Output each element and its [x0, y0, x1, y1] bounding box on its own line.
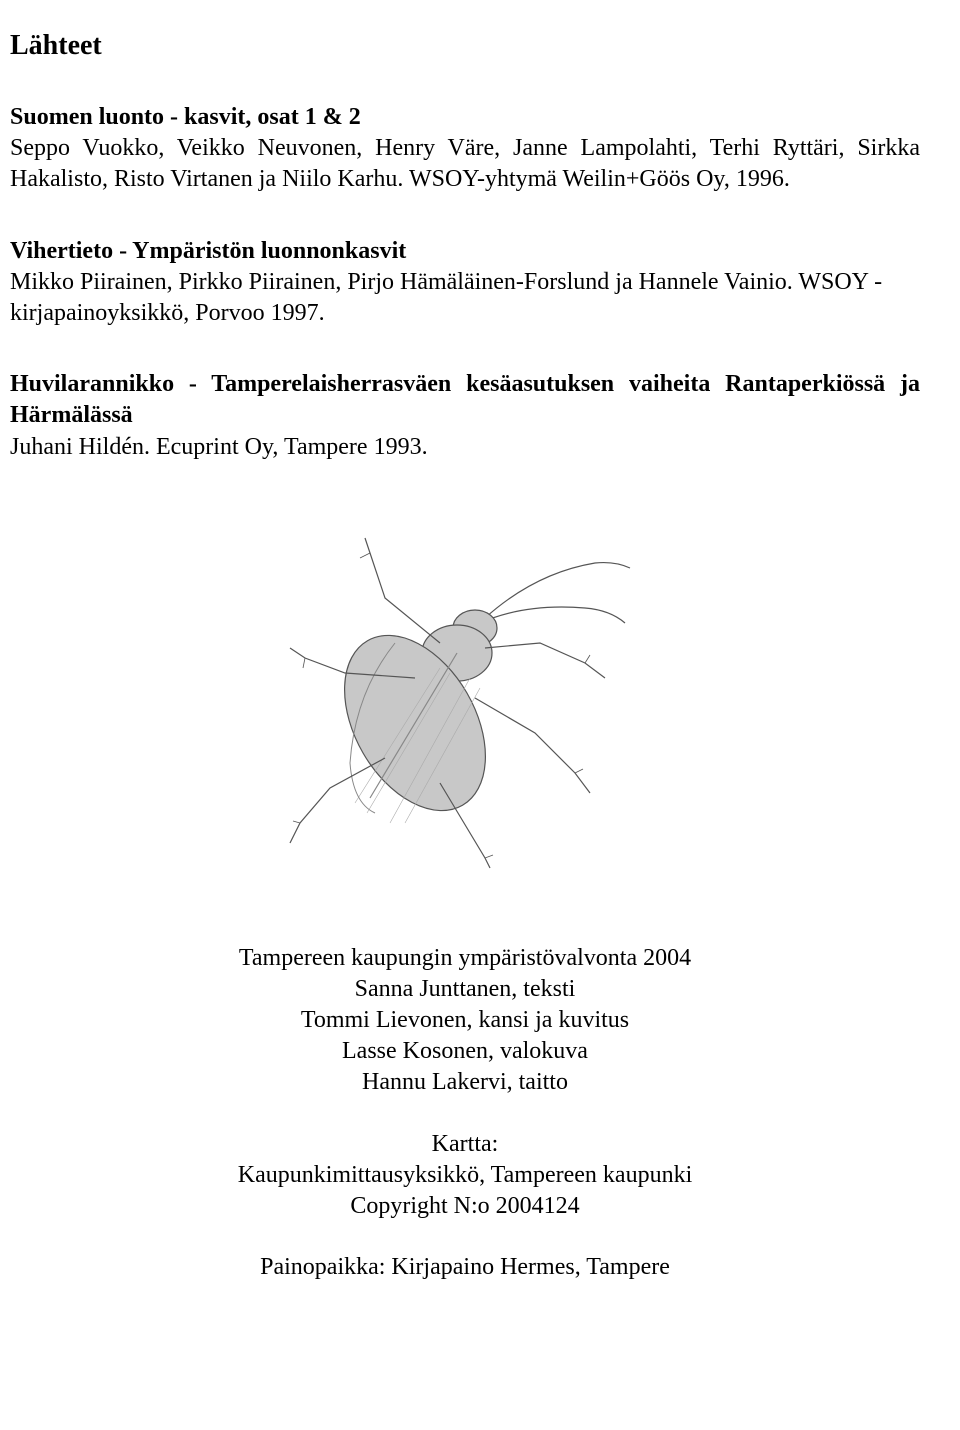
reference-body: Mikko Piirainen, Pirkko Piirainen, Pirjo… — [10, 269, 882, 326]
reference-title: Huvilarannikko - Tamperelaisherrasväen k… — [10, 371, 920, 428]
credits-block: Painopaikka: Kirjapaino Hermes, Tampere — [10, 1252, 920, 1283]
credits-line: Kaupunkimittausyksikkö, Tampereen kaupun… — [10, 1160, 920, 1191]
reference-block: Vihertieto - Ympäristön luonnonkasvit Mi… — [10, 236, 920, 330]
reference-block: Huvilarannikko - Tamperelaisherrasväen k… — [10, 369, 920, 463]
beetle-illustration-icon — [275, 513, 655, 873]
reference-body: Juhani Hildén. Ecuprint Oy, Tampere 1993… — [10, 434, 428, 460]
credits-line: Tommi Lievonen, kansi ja kuvitus — [10, 1005, 920, 1036]
reference-title: Suomen luonto - kasvit, osat 1 & 2 — [10, 104, 361, 130]
credits-block: Kartta: Kaupunkimittausyksikkö, Tamperee… — [10, 1129, 920, 1223]
credits-line: Lasse Kosonen, valokuva — [10, 1036, 920, 1067]
credits-section: Tampereen kaupungin ympäristövalvonta 20… — [10, 943, 920, 1284]
credits-line: Copyright N:o 2004124 — [10, 1191, 920, 1222]
reference-block: Suomen luonto - kasvit, osat 1 & 2 Seppo… — [10, 102, 920, 196]
credits-block: Tampereen kaupungin ympäristövalvonta 20… — [10, 943, 920, 1099]
reference-body: Seppo Vuokko, Veikko Neuvonen, Henry Vär… — [10, 135, 920, 192]
credits-line: Painopaikka: Kirjapaino Hermes, Tampere — [10, 1252, 920, 1283]
page-title: Lähteet — [10, 30, 920, 62]
credits-line: Sanna Junttanen, teksti — [10, 974, 920, 1005]
reference-title: Vihertieto - Ympäristön luonnonkasvit — [10, 238, 406, 264]
credits-line: Tampereen kaupungin ympäristövalvonta 20… — [10, 943, 920, 974]
credits-line: Hannu Lakervi, taitto — [10, 1067, 920, 1098]
credits-line: Kartta: — [10, 1129, 920, 1160]
